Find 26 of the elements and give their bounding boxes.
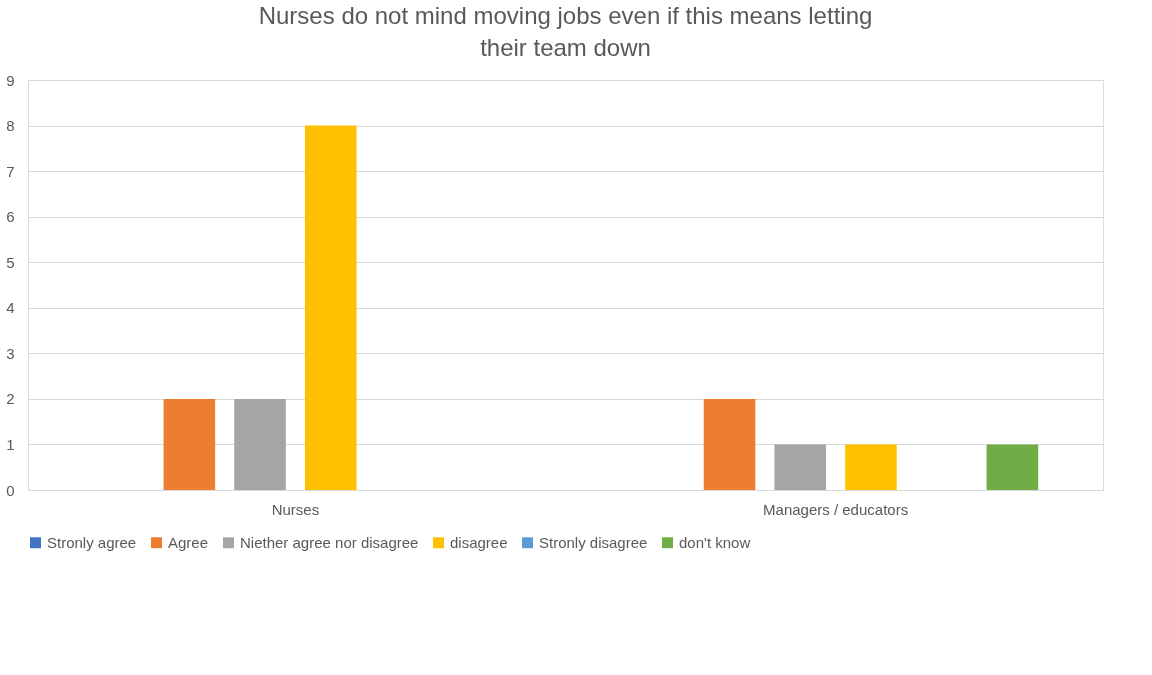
chart-title: Nurses do not mind moving jobs even if this means letting their team down [258, 2, 873, 61]
y-tick-label: 0 [6, 481, 15, 499]
legend-label: disagree [450, 533, 508, 551]
bar [234, 398, 286, 490]
legend-label: Agree [168, 533, 209, 551]
bar [845, 444, 897, 490]
y-tick-label: 4 [6, 299, 15, 317]
y-tick-label: 5 [6, 253, 15, 271]
bar [774, 444, 827, 490]
y-tick-label: 3 [6, 344, 15, 362]
legend-label: don't know [679, 533, 751, 551]
y-tick-label: 2 [6, 390, 15, 408]
bar [163, 398, 216, 490]
x-tick-label: Nurses [271, 500, 320, 518]
y-tick-label: 6 [6, 208, 15, 226]
bar [304, 125, 357, 490]
y-tick-label: 9 [6, 71, 15, 89]
bar [986, 444, 1039, 490]
legend-label: Stronly agree [47, 533, 137, 551]
y-tick-label: 7 [6, 162, 15, 180]
y-tick-label: 1 [6, 435, 15, 453]
y-tick-label: 8 [6, 117, 15, 135]
x-tick-label: Managers / educators [763, 500, 909, 518]
bar [703, 398, 756, 490]
legend-label: Niether agree nor disagree [240, 533, 419, 551]
legend-label: Stronly disagree [539, 533, 648, 551]
